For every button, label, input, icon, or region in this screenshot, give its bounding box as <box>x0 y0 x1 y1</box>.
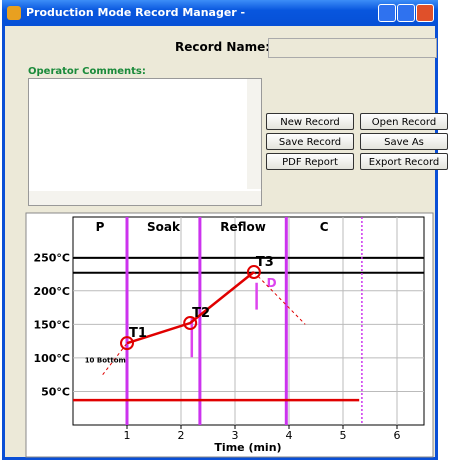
x-tick-label: 1 <box>124 429 131 442</box>
page: Production Mode Record Manager - Record … <box>0 0 461 464</box>
point-label: T1 <box>129 326 147 341</box>
x-tick-label: 6 <box>394 429 401 442</box>
x-tick-label: 4 <box>286 429 293 442</box>
x-tick-label: 5 <box>340 429 347 442</box>
zone-label: C <box>320 220 329 234</box>
x-tick-label: 3 <box>232 429 239 442</box>
y-tick-label: 250°C <box>33 251 70 264</box>
zone-label: P <box>96 220 105 234</box>
point-label: T3 <box>256 255 274 270</box>
y-tick-label: 100°C <box>33 352 70 365</box>
y-tick-label: 200°C <box>33 285 70 298</box>
x-axis-title: Time (min) <box>214 441 281 454</box>
point-label: T2 <box>192 306 210 321</box>
range-label: D <box>267 276 277 290</box>
zone-label: Soak <box>147 220 181 234</box>
y-tick-label: 150°C <box>33 318 70 331</box>
zone-label: Reflow <box>220 220 266 234</box>
chart: Time (min) 50°C 100°C 150°C 200°C 250°C 1 2 3 4 5… <box>0 0 461 464</box>
x-tick-label: 2 <box>178 429 185 442</box>
series-label: 10 Bottom <box>85 357 126 365</box>
y-tick-label: 50°C <box>41 385 70 398</box>
